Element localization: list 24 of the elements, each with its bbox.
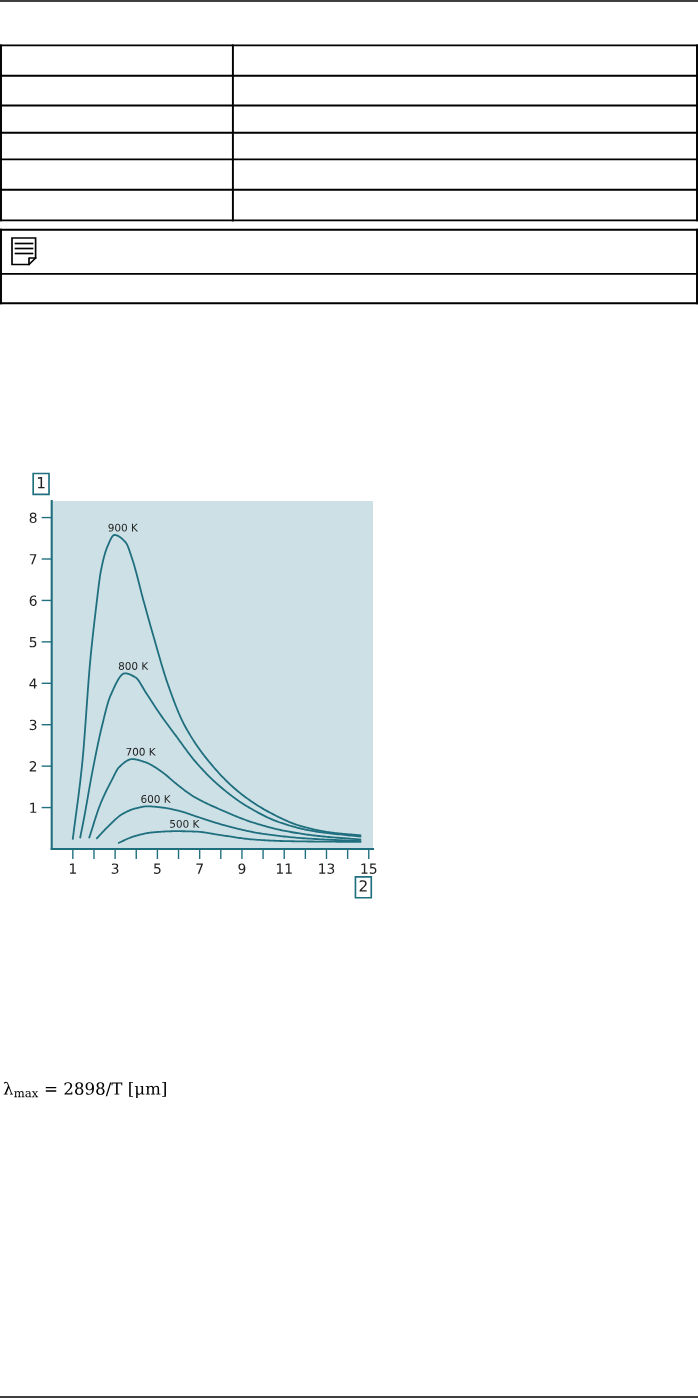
y-tick-label: 8 (29, 512, 37, 524)
x-tick-label: 13 (319, 863, 335, 874)
y-tick-label: 2 (29, 761, 37, 772)
x-tick-label: 5 (154, 863, 161, 874)
y-axis-title: 1 (37, 477, 45, 489)
y-tick-label: 5 (29, 637, 37, 648)
x-tick-label: 1 (69, 863, 76, 874)
series-label: 900 K (108, 523, 139, 532)
y-tick-label: 7 (29, 554, 37, 565)
y-tick-label: 6 (29, 595, 37, 606)
text: λ$_{max}$ = 2898/T [μm] (3, 1081, 166, 1099)
y-tick-label: 4 (29, 678, 37, 689)
series-label: 600 K (141, 795, 171, 803)
series-label: 500 K (170, 819, 200, 828)
x-tick-label: 7 (196, 863, 203, 874)
y-tick-label: 3 (29, 719, 37, 731)
x-tick-label: 15 (361, 863, 377, 874)
x-tick-label: 11 (276, 863, 292, 874)
x-tick-label: 9 (238, 863, 246, 874)
series-label: 700 K (126, 747, 156, 756)
y-tick-label: 1 (30, 802, 37, 813)
series-label: 800 K (118, 662, 149, 670)
x-tick-label: 3 (111, 863, 119, 874)
x-axis-title: 2 (359, 880, 367, 892)
